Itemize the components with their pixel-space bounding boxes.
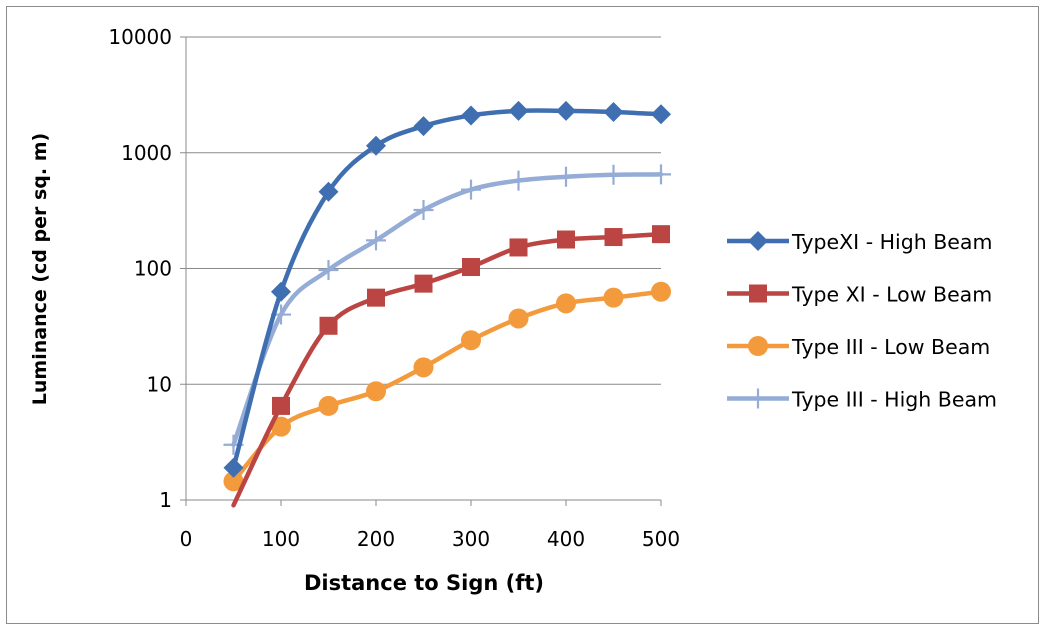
data-point [603,164,624,185]
data-point [652,225,670,244]
data-point [366,230,386,251]
series-4 [223,164,671,455]
data-point [603,101,624,122]
data-point [413,116,434,137]
data-point [366,381,386,402]
y-tick-label: 1000 [121,141,172,165]
data-point [271,416,291,437]
data-point [508,100,529,121]
series-line [231,231,664,508]
data-point [367,288,385,307]
axes: 1 10 100 1000 10000 0 100 200 300 400 500 [108,25,680,551]
x-tick-label: 400 [547,527,585,551]
data-point [461,179,481,200]
series-line [231,172,664,448]
legend-label: TypeXI - High Beam [791,230,992,254]
data-point [556,166,576,187]
legend-label: Type III - Low Beam [791,335,990,359]
data-point [508,308,529,329]
y-tick-label: 10000 [108,25,172,49]
data-point [556,100,576,121]
x-axis-label: Distance to Sign (ft) [304,571,544,595]
data-point [651,164,671,185]
data-point [651,104,671,125]
gridlines [186,36,661,385]
legend-item: Type III - High Beam [727,388,997,412]
data-point [509,238,528,257]
legend-marker [748,388,768,409]
legend-label: Type XI - Low Beam [791,283,992,307]
x-tick-label: 0 [180,527,193,551]
data-point [461,330,481,351]
data-point [414,274,433,293]
data-point [413,357,434,378]
data-point [556,293,576,314]
data-point [557,230,575,249]
x-tick-label: 100 [262,527,300,551]
legend-item: Type XI - Low Beam [727,283,992,307]
series-layer [223,100,671,508]
legend-marker [748,336,768,356]
data-point [366,135,386,156]
y-tick-label: 1 [159,488,172,512]
series-3 [223,281,671,492]
x-tick-label: 200 [357,527,395,551]
legend-label: Type III - High Beam [791,388,997,412]
data-point [461,105,481,126]
legend-item: Type III - Low Beam [727,335,990,359]
data-point [508,170,529,191]
data-point [651,281,671,302]
data-point [318,260,339,281]
y-tick-label: 100 [134,257,172,281]
y-tick-label: 10 [147,372,172,396]
data-point [462,258,480,277]
data-point [603,287,624,308]
x-tick-label: 500 [642,527,680,551]
data-point [318,395,339,416]
data-point [318,181,339,202]
series-1 [223,100,671,478]
legend-marker [749,284,767,303]
data-point [271,281,291,302]
y-axis-label: Luminance (cd per sq. m) [29,133,51,405]
data-point [223,457,244,478]
legend: TypeXI - High Beam Type XI - Low Beam Type… [727,230,997,412]
series-line [231,289,664,484]
data-point [319,316,338,335]
legend-item: TypeXI - High Beam [727,230,992,254]
data-point [413,200,434,221]
legend-marker [748,231,768,251]
series-2 [231,225,670,508]
x-tick-label: 300 [452,527,490,551]
data-point [272,396,290,415]
data-point [223,471,244,492]
data-point [604,228,623,247]
